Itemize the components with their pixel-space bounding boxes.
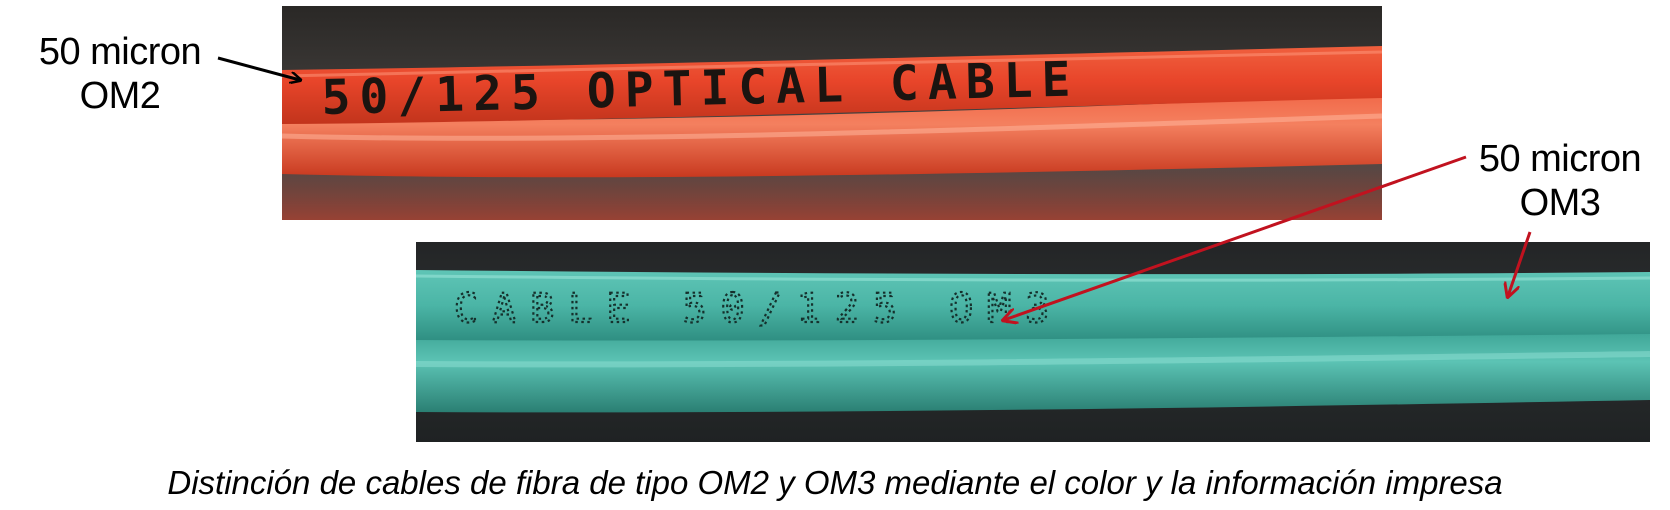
photo-om2-cable: 50/125 OPTICAL CABLE xyxy=(282,6,1382,220)
lower-cable-highlight xyxy=(282,113,1382,141)
lower-aqua-cable xyxy=(416,328,1650,413)
lower-aqua-highlight xyxy=(416,351,1650,368)
om2-cable-illustration: 50/125 OPTICAL CABLE xyxy=(282,46,1382,220)
photo-om3-cable: CABLE 50/125 OM3 xyxy=(416,242,1650,442)
callout-om3-label: 50 micron OM3 xyxy=(1462,137,1658,225)
figure-caption: Distinción de cables de fibra de tipo OM… xyxy=(167,464,1503,501)
callout-om3-line1: 50 micron xyxy=(1478,138,1642,180)
om3-printed-marking: CABLE 50/125 OM3 xyxy=(454,286,1063,332)
callout-om2-line1: 50 micron xyxy=(38,31,202,73)
om3-cable-illustration: CABLE 50/125 OM3 xyxy=(416,270,1650,413)
callout-om3-line2: OM3 xyxy=(1519,182,1601,224)
callout-om2-label: 50 micron OM2 xyxy=(22,30,218,118)
callout-om2-line2: OM2 xyxy=(79,75,161,117)
upper-cable-highlight xyxy=(282,50,1382,78)
upper-orange-cable xyxy=(282,46,1382,124)
